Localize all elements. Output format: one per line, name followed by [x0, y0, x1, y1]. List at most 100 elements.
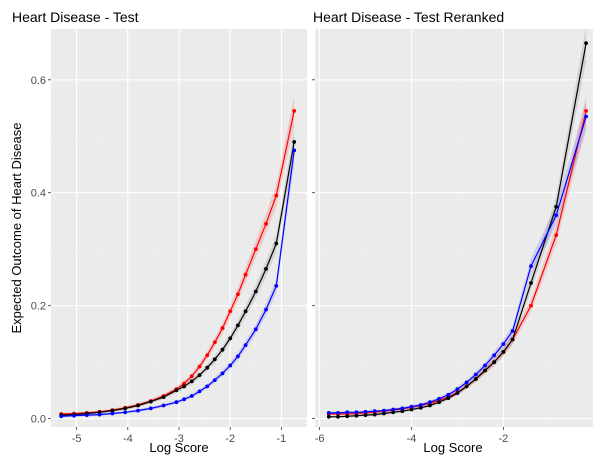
- left-series-0-point: [182, 381, 187, 386]
- right-series-0-point: [529, 303, 533, 308]
- left-series-0-point: [236, 292, 240, 297]
- panel-left-title: Heart Disease - Test: [12, 9, 139, 25]
- left-series-0-point: [274, 193, 279, 198]
- left-series-1-point: [243, 309, 248, 314]
- right-series-2-point: [501, 342, 506, 346]
- left-series-0-point: [292, 109, 297, 113]
- right-series-1-point: [418, 405, 423, 410]
- right-series-2-point: [529, 264, 533, 268]
- left-x-tick-label: -3: [174, 433, 184, 445]
- right-series-2-point: [437, 396, 441, 401]
- left-series-2-point: [197, 389, 202, 394]
- right-series-2-point: [363, 409, 368, 414]
- left-series-1-point: [205, 365, 210, 370]
- right-series-1-point: [428, 403, 432, 408]
- right-series-2-point: [584, 114, 588, 119]
- right-series-1-point: [584, 41, 588, 45]
- left-series-2-point: [182, 397, 187, 402]
- left-series-2-point: [59, 414, 64, 419]
- right-series-1-point: [372, 412, 377, 417]
- left-x-tick-label: -5: [72, 433, 82, 445]
- left-series-1-point: [197, 373, 202, 377]
- left-series-0-point: [189, 374, 194, 379]
- left-series-2-point: [228, 363, 233, 368]
- right-series-2-point: [554, 213, 559, 218]
- left-series-1-point: [110, 408, 115, 413]
- right-series-2-point: [345, 410, 350, 415]
- right-series-2-point: [418, 403, 423, 407]
- left-series-2-point: [189, 394, 194, 398]
- right-series-2-point: [473, 372, 478, 377]
- left-y-tick-label: 0.4: [31, 188, 46, 200]
- right-series-2-point: [391, 407, 395, 412]
- left-series-1-point: [212, 357, 217, 362]
- right-series-2-point: [354, 410, 359, 415]
- left-series-2-point: [136, 408, 140, 413]
- left-series-2-point: [161, 403, 166, 408]
- right-series-2-point: [446, 392, 451, 397]
- right-series-1-point: [391, 410, 395, 415]
- left-y-tick-label: 0.2: [31, 301, 46, 313]
- right-x-tick-label: -2: [499, 433, 509, 445]
- right-series-1-point: [409, 407, 414, 412]
- left-series-2-point: [72, 413, 76, 418]
- panel-right: Heart Disease - Test Reranked -6 -4 -2 Log…: [312, 9, 593, 455]
- right-series-1-point: [554, 204, 559, 209]
- right-series-1-point: [446, 396, 451, 401]
- left-series-2-point: [220, 371, 225, 376]
- right-series-2-point: [372, 409, 377, 414]
- left-series-2-point: [110, 411, 115, 416]
- left-series-0-point: [197, 364, 202, 369]
- panel-right-plot-area: [315, 29, 593, 427]
- left-series-2-point: [264, 307, 268, 312]
- left-series-2-point: [274, 284, 279, 288]
- left-series-2-point: [97, 412, 102, 417]
- panel-right-x-axis-title: Log Score: [423, 440, 482, 455]
- right-series-0-point: [554, 233, 559, 238]
- right-series-1-point: [400, 409, 405, 414]
- right-series-1-point: [464, 384, 469, 389]
- left-series-1-point: [220, 347, 225, 352]
- right-series-1-point: [363, 413, 368, 417]
- right-series-1-point: [382, 411, 386, 416]
- left-x-tick-label: -4: [123, 433, 133, 445]
- left-series-1-point: [161, 395, 166, 399]
- left-series-2-point: [253, 327, 258, 332]
- right-series-1-point: [345, 414, 350, 419]
- left-series-0-point: [205, 353, 210, 358]
- left-series-0-point: [243, 272, 248, 277]
- y-axis-title: Expected Outcome of Heart Disease: [9, 123, 24, 334]
- left-series-0-point: [220, 326, 225, 331]
- right-series-2-point: [455, 387, 460, 392]
- right-x-tick-label: -6: [315, 433, 325, 445]
- right-series-1-point: [437, 400, 441, 405]
- right-series-2-point: [326, 411, 331, 415]
- right-series-1-point: [483, 368, 487, 373]
- left-series-2-point: [174, 400, 179, 405]
- left-series-2-point: [236, 354, 240, 359]
- left-series-1-point: [228, 336, 233, 341]
- right-x-tick-label: -4: [407, 433, 417, 445]
- left-series-2-point: [212, 378, 217, 382]
- left-x-tick-label: -2: [225, 433, 235, 445]
- right-series-2-point: [492, 353, 497, 358]
- left-series-1-point: [253, 289, 258, 294]
- right-series-1-point: [455, 391, 460, 395]
- left-series-2-point: [84, 413, 89, 417]
- left-series-1-point: [174, 388, 179, 393]
- panel-right-title: Heart Disease - Test Reranked: [313, 9, 504, 25]
- right-series-1-point: [336, 414, 340, 419]
- left-series-2-point: [205, 384, 210, 389]
- left-series-1-point: [136, 403, 140, 408]
- left-series-2-point: [243, 343, 248, 347]
- left-series-1-point: [236, 323, 240, 328]
- right-series-1-point: [354, 413, 359, 418]
- left-y-tick-label: 0.0: [31, 414, 46, 426]
- left-series-0-point: [228, 309, 233, 314]
- right-series-2-point: [409, 404, 414, 409]
- left-series-0-point: [264, 221, 268, 226]
- left-series-2-point: [123, 410, 128, 415]
- right-series-1-point: [501, 350, 506, 354]
- right-series-1-point: [510, 337, 515, 342]
- left-series-1-point: [182, 384, 187, 389]
